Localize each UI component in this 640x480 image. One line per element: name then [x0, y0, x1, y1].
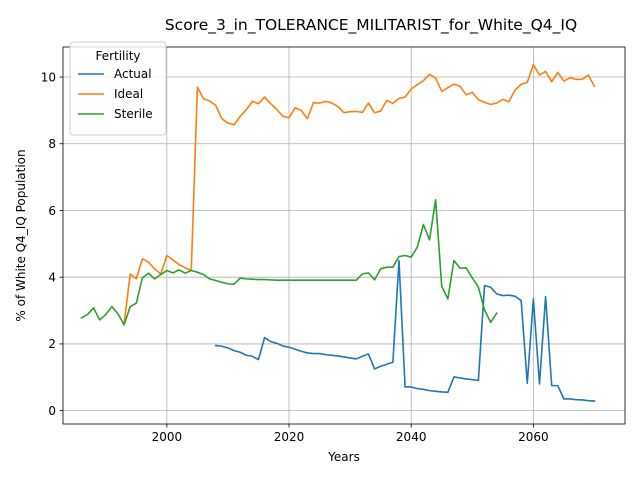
series-line-sterile [80, 199, 498, 326]
x-tick-label: 2040 [396, 430, 427, 444]
legend-box [69, 41, 167, 136]
series-line-actual [214, 259, 596, 402]
x-axis-ticks: 2000 2020 2040 2060 [152, 424, 549, 444]
y-tick-label: 2 [48, 337, 56, 351]
plot-series [80, 63, 596, 402]
y-axis-label: % of White Q4_IQ Population [14, 149, 28, 321]
chart-title: Score_3_in_TOLERANCE_MILITARIST_for_Whit… [165, 16, 577, 35]
y-tick-label: 6 [48, 204, 56, 218]
y-tick-label: 0 [48, 404, 56, 418]
legend-items: Actual Ideal Sterile [78, 67, 153, 121]
grid-lines [63, 47, 625, 424]
legend: Fertility Actual Ideal Sterile [69, 41, 167, 136]
legend-label-actual: Actual [114, 67, 152, 81]
y-tick-label: 4 [48, 271, 56, 285]
x-tick-label: 2060 [518, 430, 549, 444]
series-line-ideal [123, 63, 596, 325]
y-axis-ticks: 0 2 4 6 8 10 [41, 70, 63, 418]
legend-label-ideal: Ideal [114, 87, 143, 101]
legend-label-sterile: Sterile [114, 107, 153, 121]
x-tick-label: 2000 [152, 430, 183, 444]
y-tick-label: 8 [48, 137, 56, 151]
x-tick-label: 2020 [274, 430, 305, 444]
plot-frame [62, 46, 626, 425]
y-tick-label: 10 [41, 70, 56, 84]
x-axis-label: Years [327, 450, 360, 464]
legend-title: Fertility [95, 49, 140, 63]
